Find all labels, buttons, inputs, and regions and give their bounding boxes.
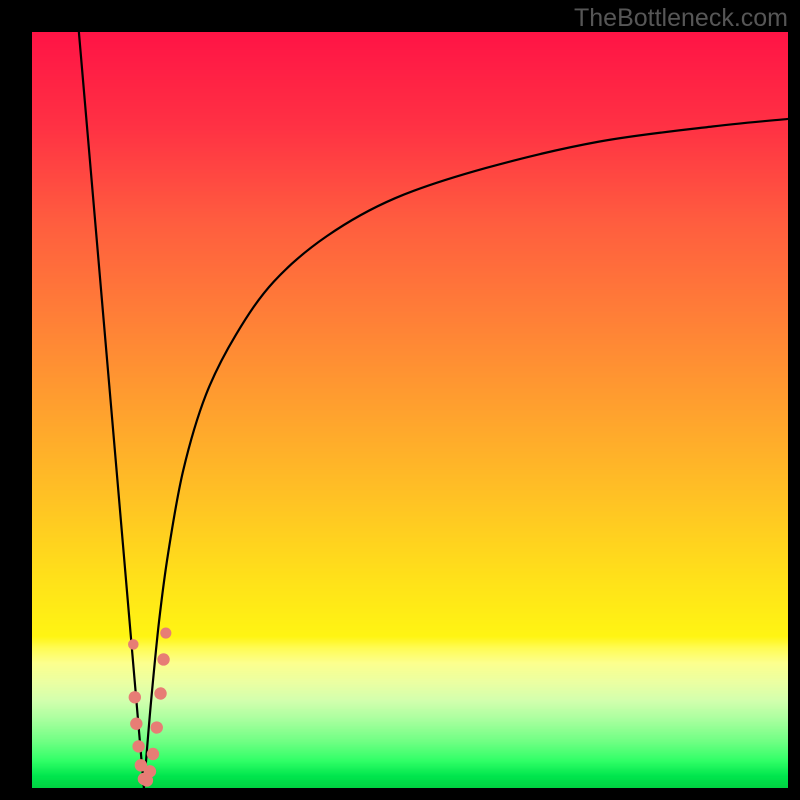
chart-frame: TheBottleneck.com: [0, 0, 800, 800]
bottleneck-chart: TheBottleneck.com: [0, 0, 800, 800]
gradient-background: [32, 32, 788, 788]
watermark-text: TheBottleneck.com: [574, 4, 788, 33]
